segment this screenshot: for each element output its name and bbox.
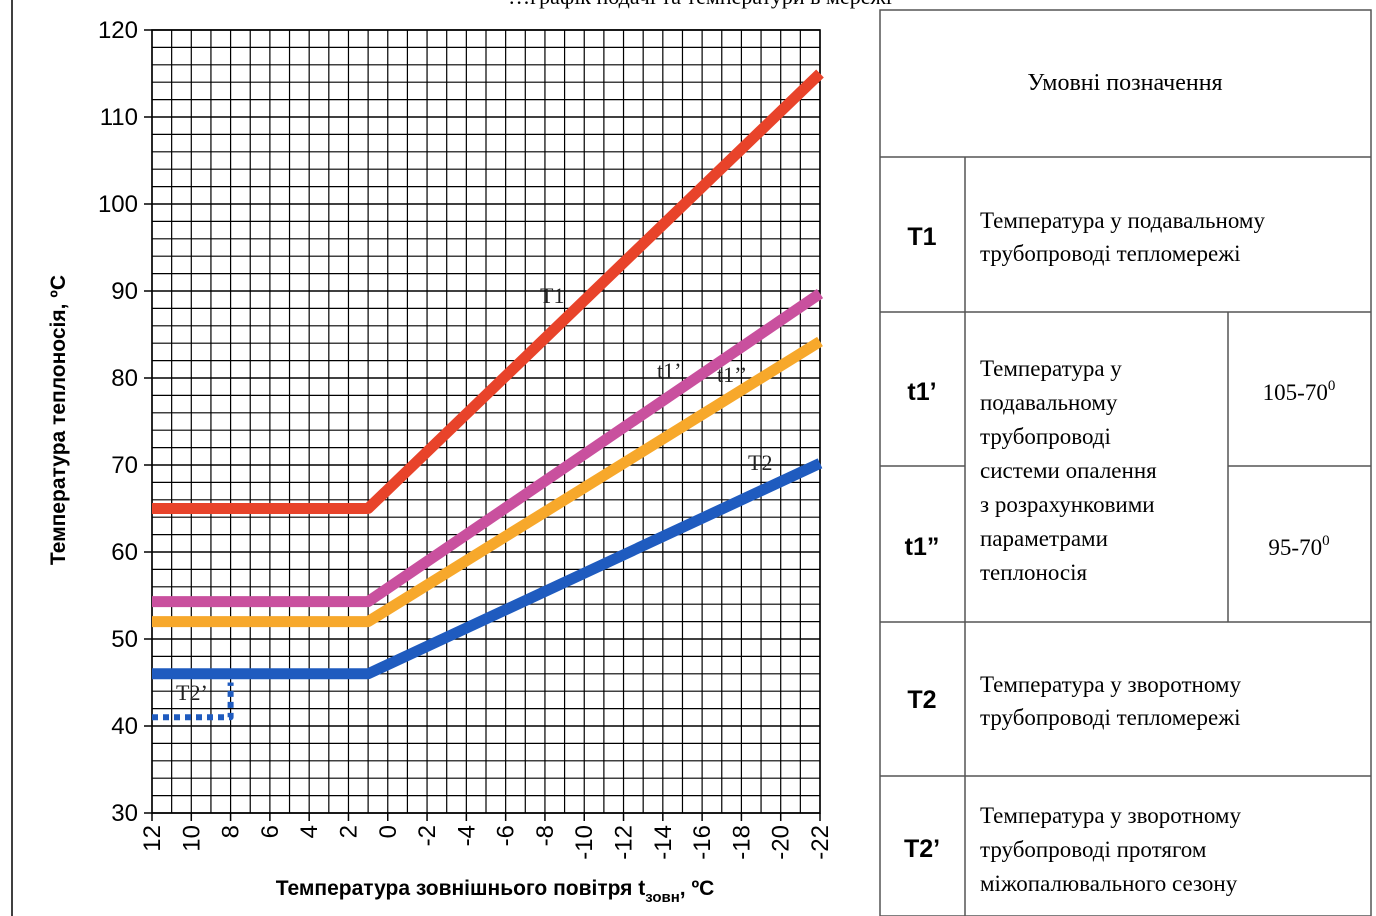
y-tick-label: 40 bbox=[111, 713, 138, 740]
y-tick-label: 60 bbox=[111, 539, 138, 566]
legend-param-t1-double-prime: 95-700 bbox=[1268, 533, 1329, 560]
series-label-t2: T2 bbox=[748, 450, 772, 475]
x-tick-label: 0 bbox=[375, 825, 402, 838]
legend-desc-line: міжопалювального сезону bbox=[980, 871, 1238, 896]
x-tick-label: -8 bbox=[532, 825, 559, 846]
legend-desc-line: Температура у подавальному bbox=[980, 208, 1265, 233]
legend-param-degree: 0 bbox=[1322, 533, 1330, 549]
x-tick-label: 2 bbox=[335, 825, 362, 838]
chart-title: …графік подачі та температури в мережі bbox=[508, 0, 892, 9]
legend-desc-line: подавальному bbox=[980, 390, 1118, 415]
x-tick-label: -18 bbox=[728, 825, 755, 860]
x-tick-label: -20 bbox=[768, 825, 795, 860]
x-tick-label: -6 bbox=[493, 825, 520, 846]
x-tick-label: -2 bbox=[414, 825, 441, 846]
legend-desc-line: трубопроводі тепломережі bbox=[980, 705, 1240, 730]
legend-desc-line: трубопроводі протягом bbox=[980, 837, 1207, 862]
legend-desc-t2-prime: Температура у зворотному трубопроводі пр… bbox=[980, 803, 1247, 896]
series-lines bbox=[152, 69, 824, 721]
series-label-t2-prime: T2’ bbox=[176, 680, 208, 705]
legend-desc-line: Температура у зворотному bbox=[980, 803, 1241, 828]
legend-desc-line: Температура у зворотному bbox=[980, 672, 1241, 697]
y-axis-ticks: 30 40 50 60 70 80 90 100 110 120 bbox=[98, 17, 152, 827]
y-tick-label: 110 bbox=[100, 104, 138, 131]
legend-border bbox=[879, 9, 1372, 916]
series-label-t1-prime: t1’ bbox=[657, 358, 681, 383]
legend-param-t1-prime: 105-700 bbox=[1263, 378, 1336, 405]
legend-desc-line: Температура у bbox=[980, 356, 1122, 381]
y-tick-label: 70 bbox=[111, 452, 138, 479]
series-line-T2 bbox=[152, 458, 823, 680]
legend-heading: Умовні позначення bbox=[1027, 70, 1222, 96]
series-line-t1-prime bbox=[152, 336, 823, 628]
y-tick-label: 80 bbox=[111, 365, 138, 392]
plot-area-border bbox=[151, 29, 821, 814]
legend-code-t1-prime: t1’ bbox=[907, 378, 936, 406]
legend-code-t2-prime: T2’ bbox=[904, 835, 940, 863]
legend-code-t2: T2 bbox=[907, 686, 936, 714]
x-axis-title-main: Температура зовнішнього повітря t bbox=[276, 877, 646, 900]
legend-desc-line: теплоносія bbox=[980, 560, 1088, 585]
x-tick-label: -4 bbox=[453, 825, 480, 846]
legend-table: Умовні позначення T1 Температура у подав… bbox=[879, 9, 1372, 916]
legend-desc-line: трубопроводі bbox=[980, 424, 1111, 449]
x-tick-label: -12 bbox=[611, 825, 638, 860]
series-line-T2-prime bbox=[152, 682, 234, 721]
x-tick-label: 4 bbox=[296, 825, 323, 838]
series-line-T1 bbox=[152, 69, 824, 514]
y-axis-title: Температура теплоносія, ºC bbox=[47, 275, 70, 565]
x-axis-title-sub: зовн bbox=[645, 889, 680, 906]
legend-desc-t1: Температура у подавальному трубопроводі … bbox=[980, 208, 1271, 266]
plot-grid bbox=[151, 29, 821, 814]
x-tick-label: 10 bbox=[178, 825, 205, 852]
series-label-t1: T1 bbox=[540, 283, 564, 308]
x-tick-label: -22 bbox=[807, 825, 834, 860]
legend-param-degree: 0 bbox=[1328, 378, 1336, 394]
x-tick-label: -10 bbox=[571, 825, 598, 860]
x-tick-label: -16 bbox=[689, 825, 716, 860]
y-tick-label: 90 bbox=[111, 278, 138, 305]
x-axis-ticks: 12 10 8 6 4 2 0 -2 -4 -6 -8 -10 -12 -14 -16 -18 -20 -22 bbox=[139, 813, 834, 860]
legend-desc-line: з розрахунковими bbox=[980, 492, 1155, 517]
legend-param-value: 105-70 bbox=[1263, 380, 1328, 405]
legend-code-t1: T1 bbox=[907, 223, 936, 251]
legend-desc-line: параметрами bbox=[980, 526, 1108, 551]
x-tick-label: -14 bbox=[650, 825, 677, 860]
legend-desc-t1: Температура у подавальному трубопроводі … bbox=[980, 356, 1162, 585]
y-tick-label: 30 bbox=[111, 800, 138, 827]
legend-param-value: 95-70 bbox=[1268, 535, 1322, 560]
x-axis-title: Температура зовнішнього повітря tзовн, º… bbox=[276, 877, 715, 906]
x-tick-label: 6 bbox=[257, 825, 284, 838]
x-tick-label: 8 bbox=[218, 825, 245, 838]
x-axis-title-unit: , ºC bbox=[680, 877, 715, 900]
legend-desc-line: трубопроводі тепломережі bbox=[980, 241, 1240, 266]
y-tick-label: 50 bbox=[111, 626, 138, 653]
series-line-t1-prime bbox=[152, 289, 824, 608]
x-tick-label: 12 bbox=[139, 825, 166, 852]
legend-desc-t2: Температура у зворотному трубопроводі те… bbox=[980, 672, 1247, 730]
series-label-t1-double-prime: t1’’ bbox=[717, 362, 747, 387]
legend-desc-line: системи опалення bbox=[980, 458, 1157, 483]
y-tick-label: 120 bbox=[98, 17, 138, 44]
y-tick-label: 100 bbox=[98, 191, 138, 218]
legend-code-t1-double-prime: t1” bbox=[905, 533, 940, 561]
